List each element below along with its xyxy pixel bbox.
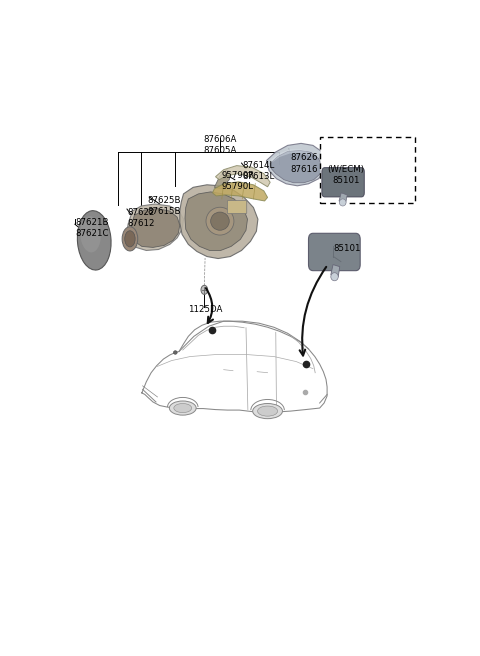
- Ellipse shape: [339, 199, 346, 206]
- Text: 87614L
87613L: 87614L 87613L: [242, 161, 275, 180]
- Polygon shape: [127, 204, 183, 251]
- Ellipse shape: [125, 231, 135, 247]
- Ellipse shape: [258, 406, 277, 416]
- Ellipse shape: [174, 403, 192, 413]
- Ellipse shape: [211, 212, 229, 230]
- Polygon shape: [271, 150, 310, 163]
- FancyBboxPatch shape: [322, 168, 364, 197]
- Text: 85101: 85101: [334, 245, 361, 253]
- Polygon shape: [270, 150, 323, 183]
- Polygon shape: [131, 209, 180, 247]
- Polygon shape: [339, 193, 347, 203]
- Text: 95790R
95790L: 95790R 95790L: [222, 171, 255, 191]
- Text: 1125DA: 1125DA: [188, 304, 222, 314]
- Ellipse shape: [331, 273, 338, 281]
- Polygon shape: [266, 144, 327, 186]
- Ellipse shape: [252, 403, 282, 419]
- FancyBboxPatch shape: [309, 234, 360, 271]
- Polygon shape: [216, 165, 270, 187]
- Ellipse shape: [173, 351, 177, 354]
- Text: (W/ECM)
85101: (W/ECM) 85101: [327, 165, 364, 185]
- Polygon shape: [185, 192, 248, 251]
- Text: 87606A
87605A: 87606A 87605A: [203, 135, 237, 155]
- Polygon shape: [331, 264, 340, 277]
- Polygon shape: [213, 182, 267, 201]
- Text: 87622
87612: 87622 87612: [127, 207, 155, 228]
- Text: 87621B
87621C: 87621B 87621C: [75, 218, 108, 237]
- Ellipse shape: [201, 285, 208, 295]
- FancyBboxPatch shape: [228, 201, 247, 214]
- Ellipse shape: [80, 216, 101, 253]
- Ellipse shape: [206, 207, 234, 235]
- Ellipse shape: [122, 227, 138, 251]
- Text: 87626
87616: 87626 87616: [290, 154, 318, 174]
- Ellipse shape: [77, 211, 111, 270]
- Ellipse shape: [169, 401, 196, 415]
- Text: 87625B
87615B: 87625B 87615B: [147, 196, 181, 216]
- Polygon shape: [180, 185, 258, 258]
- Polygon shape: [215, 170, 231, 189]
- FancyBboxPatch shape: [321, 137, 415, 203]
